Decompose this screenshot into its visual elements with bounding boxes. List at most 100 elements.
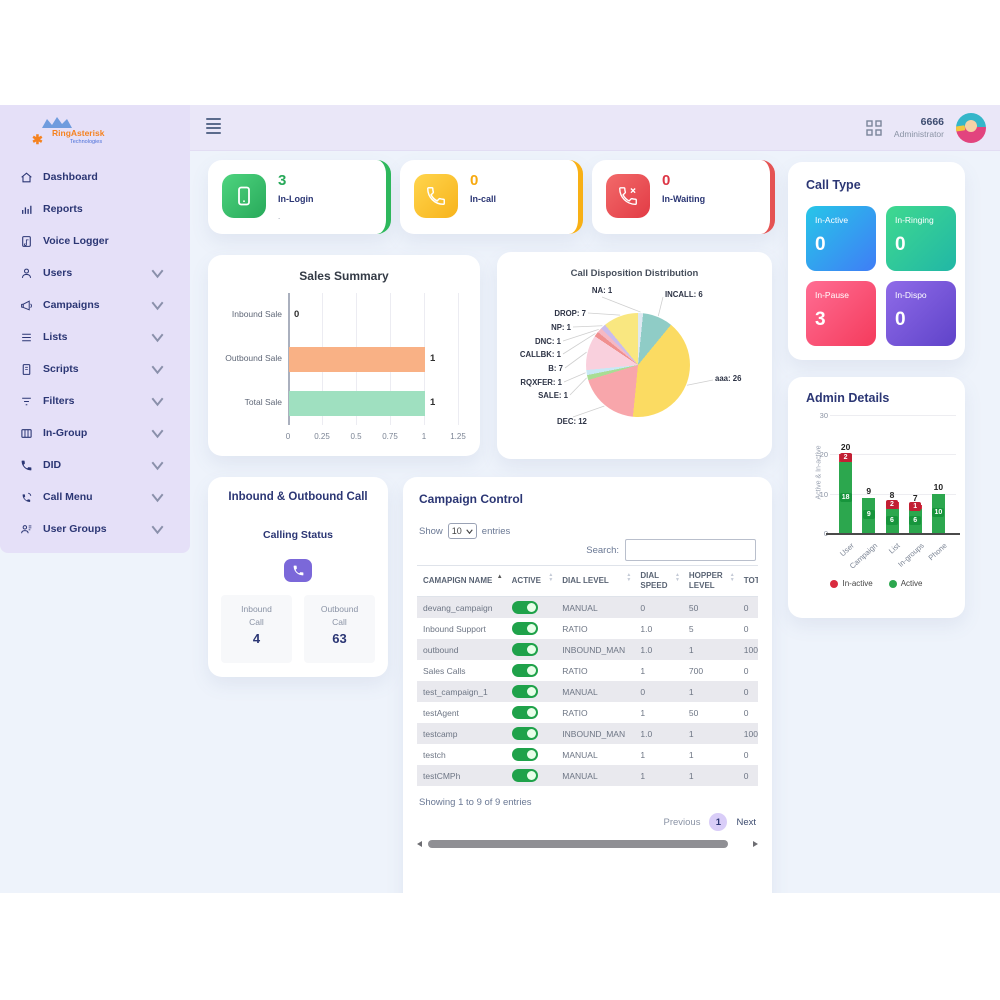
campaign-name-cell: testch xyxy=(423,749,446,760)
sidebar-item-label: Users xyxy=(43,267,73,279)
column-header-total-leads[interactable]: TOTAL LEADS▲▼ xyxy=(737,565,758,597)
column-header-dial-speed[interactable]: DIAL SPEED ▲ ▼ xyxy=(634,565,683,597)
active-toggle[interactable] xyxy=(511,601,538,614)
app-logo[interactable]: ✱ RingAsterisk Technologies xyxy=(26,115,166,153)
column-header-active[interactable]: ACTIVE ▲ ▼ xyxy=(505,565,557,597)
call-type-tile-in-active[interactable]: In-Active 0 xyxy=(806,206,876,271)
pie-slice-label: INCALL: 6 xyxy=(665,290,703,299)
bar-active-value: 9 xyxy=(862,510,875,520)
sidebar-item-dashboard[interactable]: Dashboard xyxy=(0,161,190,193)
stat-card-in-call: 0 In-call xyxy=(400,160,583,234)
active-toggle[interactable] xyxy=(511,706,538,719)
total-leads-cell: 0 xyxy=(743,707,749,718)
pie-slice-label: NP: 1 xyxy=(551,323,571,332)
chevron-down-icon xyxy=(151,397,164,406)
search-input[interactable] xyxy=(625,539,756,561)
active-toggle[interactable] xyxy=(511,685,538,698)
sidebar-item-call-menu[interactable]: Call Menu xyxy=(0,481,190,513)
sidebar-item-campaigns[interactable]: Campaigns xyxy=(0,289,190,321)
filter-icon xyxy=(22,397,31,405)
chevron-down-icon xyxy=(151,429,164,438)
bar xyxy=(289,347,425,372)
sidebar-item-reports[interactable]: Reports xyxy=(0,193,190,225)
entries-label: entries xyxy=(481,525,511,537)
list-icon xyxy=(22,333,31,341)
x-category-label: Phone xyxy=(926,541,949,563)
hopper-level-cell: 1 xyxy=(682,681,738,702)
entries-select[interactable]: 10 xyxy=(447,523,477,539)
user-avatar[interactable] xyxy=(956,112,986,143)
gridline xyxy=(830,454,956,456)
active-toggle[interactable] xyxy=(511,643,538,656)
sidebar-item-in-group[interactable]: In-Group xyxy=(0,417,190,449)
sidebar-item-label: In-Group xyxy=(43,427,88,439)
y-tick-label: 10 xyxy=(819,489,828,499)
bar-total-label: 20 xyxy=(840,442,851,453)
call-type-tile-in-ringing[interactable]: In-Ringing 0 xyxy=(886,206,956,271)
table-row: devang_campaign MANUAL 0 50 0 xyxy=(417,596,758,618)
sidebar-item-filters[interactable]: Filters xyxy=(0,385,190,417)
sidebar-item-scripts[interactable]: Scripts xyxy=(0,353,190,385)
legend-item: Active xyxy=(888,579,923,588)
active-toggle[interactable] xyxy=(511,622,538,635)
column-header-camapign-name[interactable]: CAMAPIGN NAME ▲ xyxy=(417,565,506,597)
column-header-hopper-level[interactable]: HOPPER LEVEL ▲ ▼ xyxy=(682,565,738,597)
y-tick-label: 20 xyxy=(819,450,828,460)
logo-asterisk-icon: ✱ xyxy=(32,132,43,147)
apps-grid-icon[interactable] xyxy=(866,119,882,136)
horizontal-scrollbar[interactable] xyxy=(417,840,758,849)
admin-details-chart: 0102030Active & In-active20182User99Camp… xyxy=(788,377,965,618)
sidebar-item-voice-logger[interactable]: Voice Logger xyxy=(0,225,190,257)
legend-dot xyxy=(830,579,839,588)
pie-slice-label: CALLBK: 1 xyxy=(519,350,561,359)
table-row: testch MANUAL 1 1 0 xyxy=(417,744,758,765)
sidebar-item-users[interactable]: Users xyxy=(0,257,190,289)
active-toggle[interactable] xyxy=(511,748,538,761)
active-toggle[interactable] xyxy=(511,727,538,740)
sidebar-item-did[interactable]: DID xyxy=(0,449,190,481)
stat-value: 0 xyxy=(470,172,479,189)
dial-speed-cell: 1 xyxy=(640,749,646,760)
inbound-call-label: Inbound Call xyxy=(241,604,272,627)
scroll-right-arrow[interactable] xyxy=(753,841,758,847)
campaign-name-cell: outbound xyxy=(417,639,506,660)
hopper-level-cell: 50 xyxy=(682,596,738,618)
hopper-level-cell: 50 xyxy=(688,707,699,718)
total-leads-cell: 0 xyxy=(737,681,758,702)
sidebar-item-user-groups[interactable]: User Groups xyxy=(0,513,190,545)
pagination-next[interactable]: Next xyxy=(736,816,756,828)
pagination-page-1[interactable]: 1 xyxy=(709,813,728,831)
menu-toggle-button[interactable] xyxy=(206,118,221,136)
calling-status-label: Calling Status xyxy=(262,529,333,541)
chevron-down-icon xyxy=(466,528,473,534)
hopper-level-cell: 1 xyxy=(682,723,738,744)
gridline xyxy=(830,415,956,416)
bar-total-label: 10 xyxy=(933,481,944,492)
calling-status-phone-button[interactable] xyxy=(284,559,312,582)
bar-active-value: 10 xyxy=(932,508,945,518)
voice-note-icon xyxy=(22,235,31,247)
user-role: Administrator xyxy=(893,128,944,139)
campaign-table-wrap: CAMAPIGN NAME ▲ ACTIVE ▲ ▼ DIAL LEVEL ▲ ▼ DIAL S… xyxy=(417,565,758,786)
user-menu[interactable]: 6666 Administrator xyxy=(894,116,944,140)
chevron-down-icon xyxy=(151,301,164,310)
sidebar-item-label: Filters xyxy=(43,395,75,407)
sidebar-item-label: DID xyxy=(43,459,62,471)
call-type-tile-in-pause[interactable]: In-Pause 3 xyxy=(806,281,876,346)
in-group-icon xyxy=(21,428,32,438)
tile-label: In-Pause xyxy=(815,290,850,300)
sidebar-item-label: Voice Logger xyxy=(43,235,109,247)
scroll-left-arrow[interactable] xyxy=(417,841,422,847)
pie-slice-label: DROP: 7 xyxy=(554,309,586,318)
pagination-previous[interactable]: Previous xyxy=(663,816,701,828)
call-type-tile-in-dispo[interactable]: In-Dispo 0 xyxy=(886,281,956,346)
dial-speed-cell: 1 xyxy=(640,665,646,676)
campaign-name-cell: devang_campaign xyxy=(417,596,506,618)
sidebar-item-lists[interactable]: Lists xyxy=(0,321,190,353)
active-toggle[interactable] xyxy=(511,664,538,677)
scrollbar-thumb[interactable] xyxy=(428,840,728,848)
inbound-outbound-card: Inbound & Outbound Call Calling Status I… xyxy=(208,477,388,677)
category-label: Outbound Sale xyxy=(225,353,282,363)
active-toggle[interactable] xyxy=(511,769,538,782)
column-header-dial-level[interactable]: DIAL LEVEL ▲ ▼ xyxy=(556,565,635,597)
